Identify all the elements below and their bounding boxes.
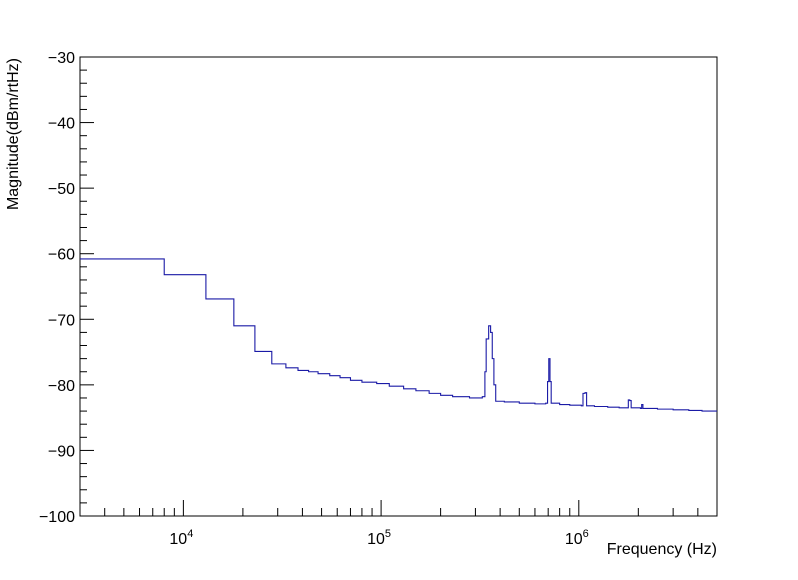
series-line	[80, 258, 717, 412]
x-axis-label: Frequency (Hz)	[607, 541, 717, 558]
labels-layer: Frequency (Hz) Magnitude(dBm/rtHz)	[5, 58, 717, 558]
y-tick-label: −40	[48, 116, 75, 133]
y-tick-label: −100	[39, 509, 75, 526]
y-tick-label: −60	[48, 247, 75, 264]
x-tick-label: 104	[169, 528, 193, 548]
plot-frame	[79, 56, 718, 517]
y-tick-label: −70	[48, 312, 75, 329]
y-axis-label: Magnitude(dBm/rtHz)	[5, 58, 22, 210]
y-tick-label: −50	[48, 181, 75, 198]
x-tick-label: 105	[367, 528, 391, 548]
x-tick-label: 106	[565, 528, 589, 548]
y-tick-label: −80	[48, 378, 75, 395]
series-layer	[80, 258, 717, 412]
axes-layer: −100 −90 −80 −70 −60 −50 −40 −30 104 105 106	[39, 50, 718, 548]
y-tick-label: −90	[48, 443, 75, 460]
y-tick-label: −30	[48, 50, 75, 67]
